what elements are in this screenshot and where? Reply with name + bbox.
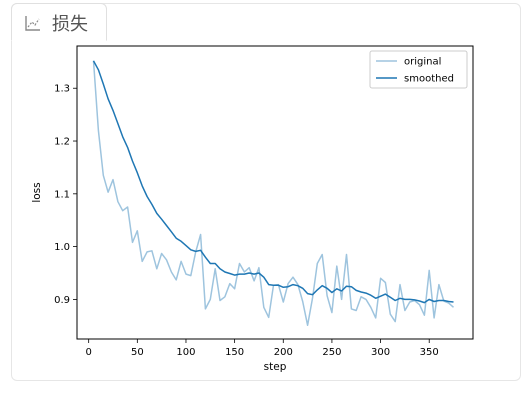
tab-label: 损失 bbox=[52, 14, 88, 35]
x-tick-label: 200 bbox=[274, 347, 293, 358]
plot-area bbox=[77, 46, 473, 339]
x-tick-label: 300 bbox=[371, 347, 390, 358]
legend-label-smoothed: smoothed bbox=[404, 74, 454, 85]
axes: 0 50 100 150 200 250 300 350 0.9 1.0 1.1 1.2 1.3 step… bbox=[31, 45, 474, 373]
y-tick-label: 1.3 bbox=[54, 84, 70, 95]
legend: original smoothed bbox=[369, 50, 468, 89]
y-tick-label: 1.0 bbox=[54, 242, 70, 253]
legend-label-original: original bbox=[404, 57, 441, 68]
x-tick-label: 0 bbox=[85, 347, 91, 358]
chart-icon bbox=[25, 16, 40, 31]
x-tick-label: 150 bbox=[225, 347, 244, 358]
x-tick-label: 350 bbox=[420, 347, 439, 358]
series-line-smoothed bbox=[92, 60, 454, 304]
y-tick-label: 1.2 bbox=[54, 137, 70, 148]
x-tick-label: 100 bbox=[176, 347, 195, 358]
x-tick-label: 250 bbox=[322, 347, 341, 358]
plot-background bbox=[77, 46, 473, 339]
y-tick-label: 0.9 bbox=[54, 295, 70, 306]
y-tick-label: 1.1 bbox=[54, 189, 70, 200]
x-axis-label: step bbox=[264, 361, 287, 373]
y-axis-label: loss bbox=[31, 182, 43, 202]
tab-loss[interactable]: 损失 bbox=[11, 3, 107, 41]
x-tick-label: 50 bbox=[131, 347, 144, 358]
plot-frame bbox=[76, 45, 474, 340]
